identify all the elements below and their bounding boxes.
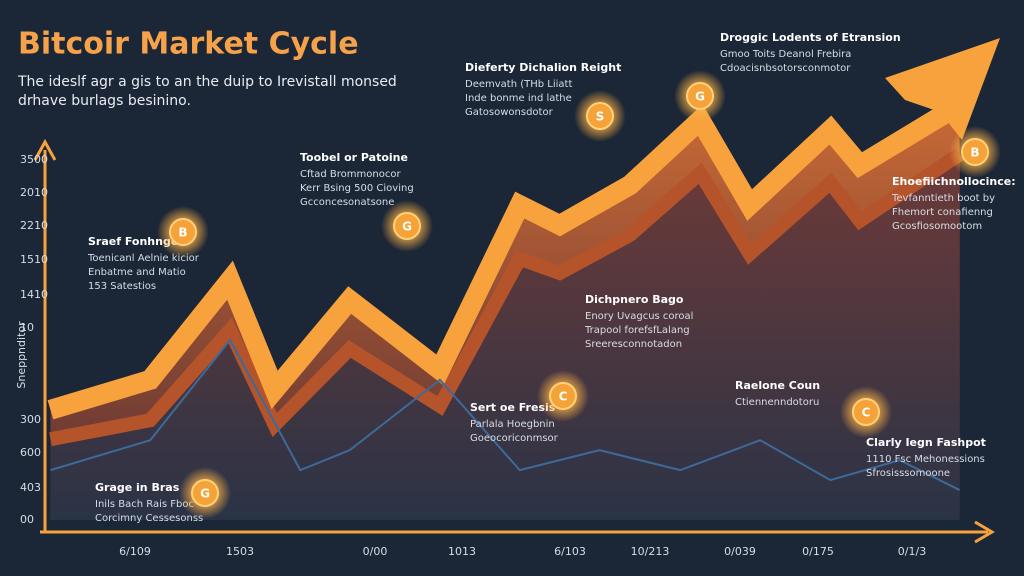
coin-symbol: G (200, 487, 210, 501)
annotation-text: Parlala Hoegbnin (470, 419, 555, 430)
x-tick-label: 0/175 (802, 545, 834, 558)
annotation-text: Cftad Brommonocor (300, 169, 401, 180)
x-tick-label: 10/213 (631, 545, 670, 558)
coin-symbol: G (695, 90, 705, 104)
coin (961, 138, 989, 166)
line (50, 338, 961, 491)
coin (549, 382, 577, 410)
annotation-text: Kerr Bsing 500 Cioving (300, 183, 414, 194)
annotation-title: Ehoefiichnollocince: (892, 175, 1016, 188)
y-tick-label: 600 (20, 446, 41, 459)
annotation-text: Gcconcesonatsone (300, 197, 394, 208)
annotation-text: Gmoo Toits Deanol Frebira (720, 49, 851, 60)
coin-symbol: S (596, 110, 605, 124)
coin-symbol: C (862, 406, 871, 420)
annotation-text: Inils Bach Rais Fboc (95, 499, 194, 510)
x-tick-label: 0/00 (363, 545, 388, 558)
annotation-text: Toenicanl Aelnie kicior (87, 253, 200, 264)
annotation-text: Ctiennenndotoru (735, 397, 819, 408)
annotation-text: Goeocoriconmsor (470, 433, 559, 444)
x-tick-label: 6/109 (119, 545, 151, 558)
coin (169, 218, 197, 246)
annotation-text: Enbatme and Matio (88, 267, 186, 278)
annotation-title: Dieferty Dichalion Reight (465, 61, 621, 74)
y-tick-label: 10 (20, 321, 34, 334)
trend-arrowhead (885, 38, 1000, 140)
annotation-title: Grage in Bras (95, 481, 180, 494)
coin (852, 398, 880, 426)
y-tick-label: 2210 (20, 219, 48, 232)
annotation-title: Sert oe Fresis (470, 401, 556, 414)
y-tick-label: 1510 (20, 253, 48, 266)
annotation-text: Gatosowonsdotor (465, 107, 554, 118)
coin (393, 212, 421, 240)
x-tick-label: 1013 (448, 545, 476, 558)
subtitle: The ideslf agr a gis to an the duip to I… (17, 74, 397, 90)
annotation-title: Clarly Iegn Fashpot (866, 436, 986, 449)
coin-symbol: C (559, 390, 568, 404)
y-tick-label: 3500 (20, 153, 48, 166)
annotation-text: Fhemort conafienng (892, 207, 993, 218)
y-tick-label: 00 (20, 513, 34, 526)
plot (47, 96, 965, 520)
coin-symbol: G (402, 220, 412, 234)
subtitle: drhave burlags besinino. (18, 93, 191, 109)
coin-symbol: B (178, 226, 187, 240)
coin (586, 102, 614, 130)
annotation-text: Tevfanntieth boot by (891, 193, 995, 204)
annotation-text: Inde bonme ind lathe (465, 93, 572, 104)
x-axis-arrow (974, 520, 995, 544)
chart-title: Bitcoir Market Cycle (18, 27, 359, 62)
x-tick-label: 0/039 (724, 545, 756, 558)
annotation-text: Gcosfiosomootom (892, 221, 982, 232)
line (49, 148, 964, 447)
annotation-text: Cdoacisnbsotorsconmotor (720, 63, 851, 74)
annotation-title: Dichpnero Bago (585, 293, 684, 306)
annotation-text: Sreeresconnotadon (585, 339, 682, 350)
annotation-text: Enory Uvagcus coroal (585, 311, 693, 322)
coin-symbol: B (970, 146, 979, 160)
annotation-text: Corcimny Cessesonss (95, 513, 203, 524)
annotation-title: Toobel or Patoine (300, 151, 408, 164)
annotation-title: Droggic Lodents of Etransion (720, 31, 901, 44)
annotation-text: Sfrosisssomoone (866, 468, 950, 479)
annotation-text: Deemvath (THb Liiatt (465, 79, 572, 90)
x-tick-label: 1503 (226, 545, 254, 558)
annotation-title: Sraef Fonhngo (88, 235, 179, 248)
y-tick-label: 300 (20, 413, 41, 426)
y-tick-label: 403 (20, 481, 41, 494)
annotation-text: 1110 Fsc Mehonessions (866, 454, 985, 465)
line (47, 96, 965, 420)
annotation-text: 153 Satestios (88, 281, 156, 292)
y-axis-label: Sneppnditor (15, 321, 28, 389)
coin (191, 479, 219, 507)
x-tick-label: 0/1/3 (898, 545, 926, 558)
annotation-text: Trapool forefsfLalang (584, 325, 690, 336)
x-tick-label: 6/103 (554, 545, 586, 558)
y-axis-arrow (33, 138, 57, 161)
annotation-title: Raelone Coun (735, 379, 820, 392)
coin (686, 82, 714, 110)
y-tick-label: 2010 (20, 186, 48, 199)
y-tick-label: 1410 (20, 288, 48, 301)
